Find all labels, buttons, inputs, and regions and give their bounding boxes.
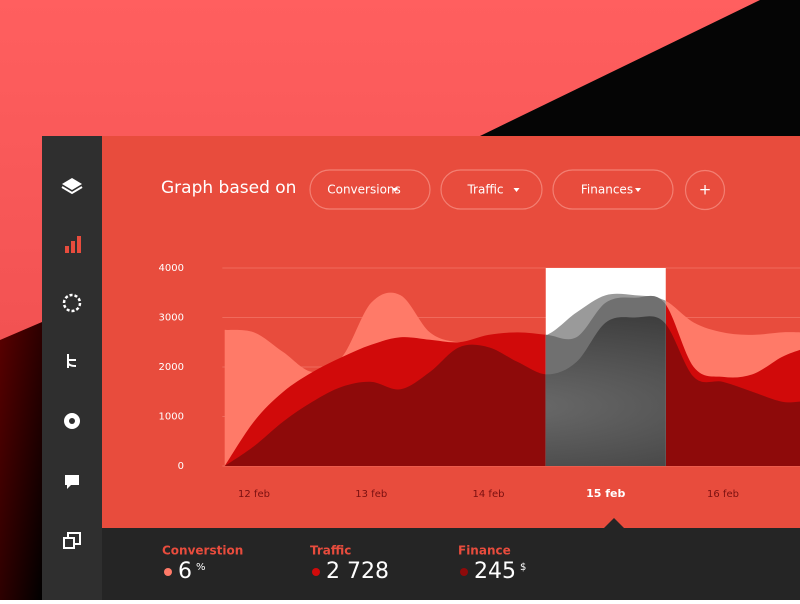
branch-icon[interactable] [67, 354, 77, 368]
dropdown-arrow [635, 188, 641, 192]
y-tick-label: 1000 [159, 412, 184, 423]
stat-dot [164, 568, 172, 576]
y-tick-label: 0 [178, 461, 184, 472]
filter-button[interactable] [309, 169, 431, 210]
pointer [604, 518, 624, 528]
stat-unit: $ [520, 562, 526, 573]
stat-label: Traffic [310, 544, 351, 558]
stat-value: 2 728 [326, 559, 389, 584]
y-tick-label: 3000 [159, 313, 184, 324]
x-tick-label: 15 feb [586, 487, 625, 500]
header-title: Graph based on [161, 178, 296, 198]
filter-label: Finances [581, 183, 633, 197]
filter-label: Conversions [327, 183, 401, 197]
stat-dot [312, 568, 320, 576]
refresh-icon[interactable] [62, 293, 82, 313]
filter-button[interactable] [552, 169, 674, 210]
add-button[interactable] [684, 169, 726, 211]
sidebar-icons [61, 178, 83, 549]
dropdown-arrow [392, 188, 398, 192]
stat-value: 245 [474, 559, 516, 584]
x-tick-label: 14 feb [473, 489, 505, 500]
x-tick-label: 13 feb [355, 489, 387, 500]
stat-dot [460, 568, 468, 576]
background-shape [0, 322, 42, 600]
x-tick-label: 16 feb [707, 489, 739, 500]
stat-unit: % [196, 562, 206, 573]
sidebar [42, 136, 102, 600]
chat-icon[interactable] [65, 475, 79, 489]
stats-icon[interactable] [65, 236, 81, 253]
background-shape [480, 0, 800, 136]
add-label: + [699, 181, 712, 199]
y-tick-label: 2000 [159, 362, 184, 373]
layers-icon[interactable] [62, 178, 82, 190]
footer [102, 528, 800, 600]
dropdown-arrow [513, 188, 520, 192]
stat-label: Finance [458, 544, 511, 558]
filter-label: Traffic [466, 183, 503, 197]
highlight-area [545, 316, 666, 466]
stat-label: Converstion [162, 544, 243, 558]
stat-value: 6 [178, 559, 192, 584]
y-tick-label: 4000 [159, 263, 184, 274]
filter-button[interactable] [440, 169, 543, 210]
x-tick-label: 12 feb [238, 489, 270, 500]
